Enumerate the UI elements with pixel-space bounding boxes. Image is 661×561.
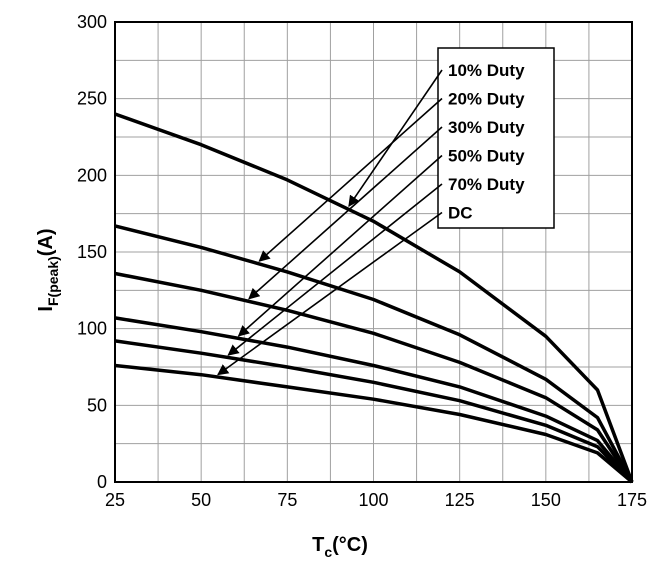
y-tick-label: 200 xyxy=(77,165,107,185)
legend-leader-4 xyxy=(227,183,443,356)
plot-frame xyxy=(114,21,633,483)
x-axis-title: Tc(°C) xyxy=(312,534,368,560)
legend-entry-5: DC xyxy=(448,204,473,223)
x-tick-label: 75 xyxy=(277,490,297,510)
legend-entry-4: 70% Duty xyxy=(448,175,525,194)
legend-leader-0 xyxy=(348,69,443,208)
y-tick-label: 0 xyxy=(97,472,107,492)
series-line-4 xyxy=(114,339,634,484)
y-tick-label: 250 xyxy=(77,89,107,109)
series-line-3 xyxy=(114,316,634,484)
legend-box xyxy=(437,47,555,229)
legend-leader-1 xyxy=(258,97,443,262)
y-tick-label: 50 xyxy=(87,395,107,415)
legend-leader-5 xyxy=(217,211,443,376)
x-tick-label: 125 xyxy=(445,490,475,510)
legend-entry-2: 30% Duty xyxy=(448,118,525,137)
series-line-5 xyxy=(114,363,634,484)
y-axis-title-unit: (A) xyxy=(35,228,57,256)
legend-entry-1: 20% Duty xyxy=(448,90,525,109)
x-ticks: 25 50 75 100 125 150 175 xyxy=(105,490,647,510)
legend-leaders xyxy=(217,69,443,376)
y-tick-label: 150 xyxy=(77,242,107,262)
y-axis-title-main: I xyxy=(35,306,57,312)
series-line-0 xyxy=(114,112,634,483)
x-axis-title-main: T xyxy=(312,534,324,556)
y-tick-label: 300 xyxy=(77,12,107,32)
legend: 10% Duty 20% Duty 30% Duty 50% Duty 70% Duty… xyxy=(437,47,555,229)
x-tick-label: 150 xyxy=(531,490,561,510)
legend-leader-2 xyxy=(248,126,443,300)
x-tick-label: 25 xyxy=(105,490,125,510)
legend-leader-3 xyxy=(237,154,443,337)
y-ticks: 0 50 100 150 200 250 300 xyxy=(77,12,107,492)
y-axis-title-sub: F(peak) xyxy=(45,256,61,306)
x-axis-title-sub: c xyxy=(324,544,332,560)
x-tick-label: 50 xyxy=(191,490,211,510)
y-tick-label: 100 xyxy=(77,319,107,339)
x-tick-label: 100 xyxy=(358,490,388,510)
x-axis-title-unit: (°C) xyxy=(332,534,368,556)
series-line-1 xyxy=(114,224,634,483)
legend-entry-0: 10% Duty xyxy=(448,61,525,80)
x-tick-label: 175 xyxy=(617,490,647,510)
legend-entry-3: 50% Duty xyxy=(448,147,525,166)
series-line-2 xyxy=(114,271,634,483)
series-group xyxy=(114,112,634,484)
y-axis-title: IF(peak)(A) xyxy=(35,228,61,311)
